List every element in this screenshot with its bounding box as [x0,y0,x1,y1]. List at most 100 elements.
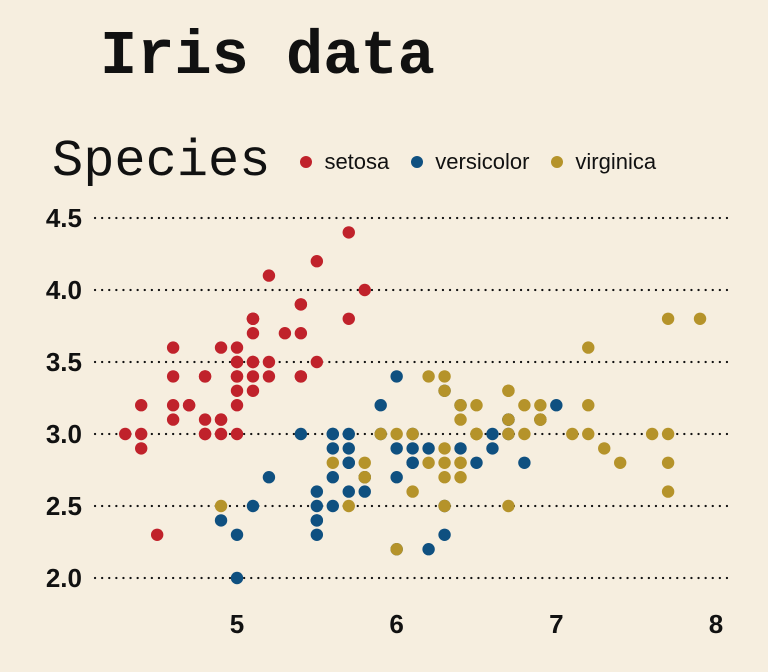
point-versicolor [310,485,324,498]
point-versicolor [246,499,260,513]
point-versicolor [550,399,563,412]
point-versicolor [342,456,355,469]
point-virginica [358,456,371,469]
point-versicolor [390,370,403,383]
point-setosa [310,255,324,268]
point-setosa [166,413,180,426]
point-virginica [502,427,515,441]
point-virginica [422,456,435,469]
point-virginica [454,456,467,469]
y-tick-label: 2.0 [46,563,82,593]
point-versicolor [342,427,355,441]
point-virginica [566,427,579,441]
point-setosa [294,298,308,311]
point-virginica [390,543,403,556]
point-virginica [534,399,547,412]
legend-title: Species [52,132,271,191]
point-virginica [454,471,467,484]
point-virginica [661,485,675,498]
point-setosa [246,355,260,369]
y-tick-label: 4.0 [46,275,82,305]
point-virginica [614,456,627,469]
point-virginica [693,312,707,325]
point-setosa [198,427,212,441]
point-setosa [246,327,260,340]
point-virginica [406,427,419,441]
point-versicolor [230,571,244,585]
y-tick-label: 3.0 [46,419,82,449]
legend-label-versicolor: versicolor [435,149,530,174]
legend-dot-versicolor [411,156,424,168]
point-versicolor [342,485,355,498]
point-setosa [198,370,212,383]
legend-label-setosa: setosa [324,149,390,174]
y-tick-label: 4.5 [46,203,82,233]
point-versicolor [454,442,467,455]
legend-dot-virginica [551,156,564,168]
point-setosa [342,312,355,325]
point-setosa [166,370,180,383]
point-virginica [518,427,531,441]
point-setosa [119,427,132,441]
legend-dot-setosa [300,156,313,168]
legend-item-setosa: setosa [300,149,389,175]
point-versicolor [230,528,244,541]
point-setosa [214,413,228,426]
point-setosa [198,413,212,426]
point-versicolor [294,427,308,441]
point-setosa [150,528,164,541]
point-setosa [214,427,228,441]
y-tick-label: 2.5 [46,491,82,521]
point-versicolor [486,427,499,441]
x-tick-label: 8 [709,609,723,639]
point-virginica [438,499,451,513]
x-tick-label: 5 [230,609,244,639]
point-virginica [422,370,435,383]
point-setosa [230,384,244,397]
point-setosa [358,283,371,297]
point-setosa [342,226,355,239]
point-virginica [470,427,483,441]
point-virginica [502,499,515,513]
point-virginica [438,456,451,469]
point-virginica [470,399,483,412]
legend-item-versicolor: versicolor [411,149,529,175]
point-setosa [278,327,292,340]
x-tick-label: 6 [389,609,403,639]
point-setosa [182,399,196,412]
point-versicolor [358,485,371,498]
point-versicolor [518,456,531,469]
point-setosa [230,341,244,354]
point-setosa [262,355,276,369]
point-versicolor [470,456,483,469]
point-virginica [582,427,595,441]
point-virginica [645,427,659,441]
point-virginica [454,399,467,412]
point-virginica [661,456,675,469]
legend-label-virginica: virginica [575,149,657,174]
point-versicolor [422,543,435,556]
point-setosa [135,427,148,441]
y-tick-label: 3.5 [46,347,82,377]
point-versicolor [422,442,435,455]
point-versicolor [406,456,419,469]
point-setosa [310,355,324,369]
point-virginica [502,384,515,397]
point-versicolor [326,427,339,441]
point-versicolor [390,442,403,455]
legend-item-virginica: virginica [551,149,656,175]
point-versicolor [262,471,276,484]
point-virginica [661,312,675,325]
point-versicolor [310,514,324,527]
x-tick-label: 7 [549,609,563,639]
point-virginica [214,499,228,513]
point-virginica [454,413,467,426]
point-virginica [326,456,339,469]
legend: Species setosa versicolor virginica [52,134,678,190]
point-virginica [534,413,547,426]
point-versicolor [406,442,419,455]
point-versicolor [374,399,387,412]
point-versicolor [214,514,228,527]
